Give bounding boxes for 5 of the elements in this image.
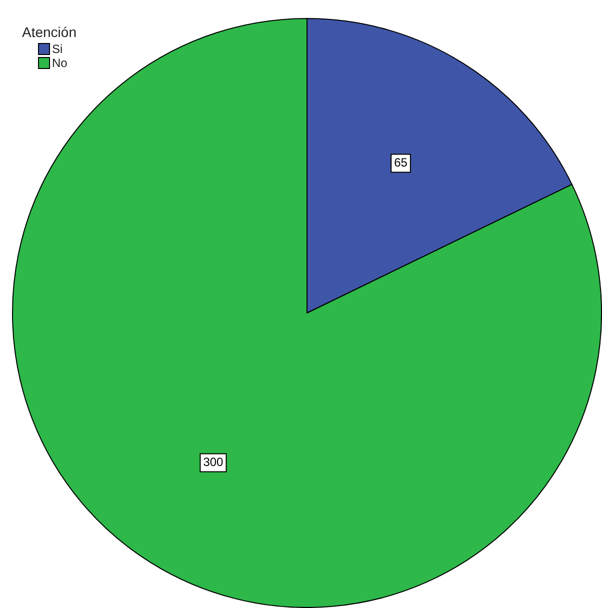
data-label: 65 [394,156,408,170]
legend-title: Atención [22,24,76,40]
legend-label: No [52,56,68,70]
data-label: 300 [203,455,224,470]
legend-label: Si [52,42,63,56]
